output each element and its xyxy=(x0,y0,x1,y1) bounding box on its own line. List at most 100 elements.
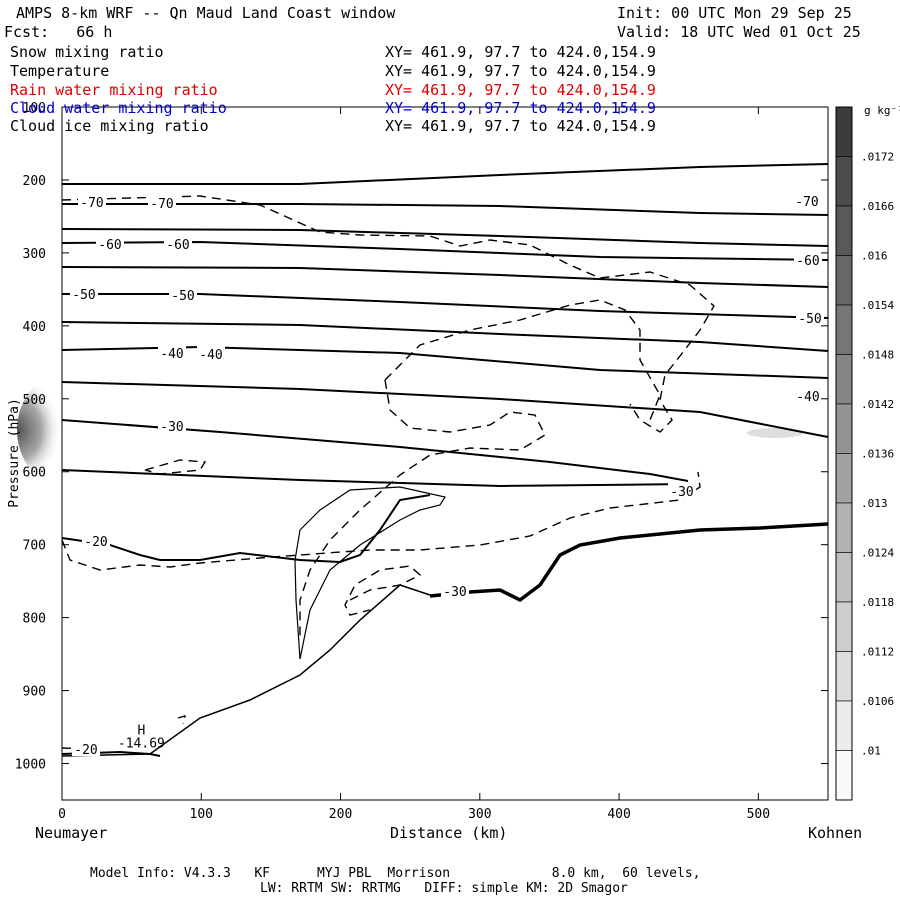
isotherm-label-m70-0: -70 xyxy=(80,196,103,211)
isotherm-label-m40-1-bg xyxy=(197,346,225,361)
isotherm-label-m70-1: -70 xyxy=(150,197,173,212)
y-tick-label: 1000 xyxy=(15,758,46,773)
cloud-ice-contour-0 xyxy=(61,195,715,433)
colorbar-cell-8 xyxy=(835,502,853,553)
colorbar-tick-label: .016 xyxy=(861,250,888,263)
lower-contour-line xyxy=(61,584,431,757)
isotherm-label-m60-0: -60 xyxy=(98,238,121,253)
isotherm-line-2 xyxy=(61,228,829,247)
valid-time: Valid: 18 UTC Wed 01 Oct 25 xyxy=(617,23,861,41)
isotherm-line-4 xyxy=(61,266,829,288)
colorbar-tick-label: .0166 xyxy=(861,200,894,213)
field-name-cloud-ice: Cloud ice mixing ratio xyxy=(10,117,209,135)
colorbar-tick-label: .0154 xyxy=(861,299,894,312)
colorbar-tick-label: .0172 xyxy=(861,151,894,164)
isotherm-line-5 xyxy=(62,293,829,319)
isotherm-label-m20-0-bg xyxy=(82,533,110,548)
colorbar-tick-label: .01 xyxy=(861,745,881,758)
x-tick-label: 0 xyxy=(58,807,66,822)
isotherm-label-m60-1-bg xyxy=(164,236,192,251)
terrain-line xyxy=(429,522,829,603)
y-tick-label: 600 xyxy=(23,466,46,481)
isotherm-label-m20-1-bg xyxy=(72,741,100,756)
y-axis-label: Pressure (hPa) xyxy=(7,398,22,508)
x-tick-label: 100 xyxy=(190,807,213,822)
colorbar-tick-label: .0148 xyxy=(861,349,894,362)
field-xy-rain: XY= 461.9, 97.7 to 424.0,154.9 xyxy=(385,81,656,99)
field-name-rain: Rain water mixing ratio xyxy=(10,81,218,99)
isotherm-label-m30-0: -30 xyxy=(160,420,183,435)
plot-frame xyxy=(61,106,829,801)
cloud-ice-contour-1 xyxy=(384,299,661,421)
field-xy-snow: XY= 461.9, 97.7 to 424.0,154.9 xyxy=(385,43,656,61)
isotherm-label-m70-0-bg xyxy=(78,194,106,209)
x-tick-label: 300 xyxy=(468,807,491,822)
cloud-ice-contour-5 xyxy=(344,565,422,616)
isotherm-label-m70-2: -70 xyxy=(795,195,818,210)
isotherm-line-0 xyxy=(62,163,829,185)
colorbar-tick-label: .0112 xyxy=(861,646,894,659)
colorbar-frame xyxy=(835,106,853,801)
isotherm-label-m50-2-bg xyxy=(796,310,824,325)
cloud-ice-contour-4 xyxy=(144,459,207,475)
colorbar-tick-label: .0106 xyxy=(861,695,894,708)
field-xy-cloud-water: XY= 461.9, 97.7 to 424.0,154.9 xyxy=(385,99,656,117)
colorbar-cell-3 xyxy=(835,255,853,306)
isotherm-label-m30-2: -30 xyxy=(443,585,466,600)
isotherm-label-m60-2: -60 xyxy=(796,254,819,269)
isotherm-label-m50-1: -50 xyxy=(171,289,194,304)
colorbar-cell-10 xyxy=(835,601,853,652)
colorbar-cell-11 xyxy=(835,651,853,702)
isotherm-label-m60-0-bg xyxy=(96,236,124,251)
isotherm-label-m40-2-bg xyxy=(794,388,822,403)
x-tick-label: 400 xyxy=(607,807,630,822)
forecast-hour: Fcst: 66 h xyxy=(4,23,113,41)
cloud-ice-contour-2 xyxy=(299,379,546,640)
left-endpoint-label: Neumayer xyxy=(35,824,108,842)
inner-contour-line xyxy=(294,486,446,660)
isotherm-label-m70-2-bg xyxy=(793,193,821,208)
isotherm-label-m40-1: -40 xyxy=(199,348,222,363)
y-tick-label: 900 xyxy=(23,685,46,700)
isotherm-line-9 xyxy=(61,419,689,482)
colorbar-cell-7 xyxy=(835,453,853,504)
isotherm-label-m60-1: -60 xyxy=(166,238,189,253)
isotherm-label-m50-2: -50 xyxy=(798,312,821,327)
isotherm-label-m40-0-bg xyxy=(158,345,186,360)
colorbar-cell-2 xyxy=(835,205,853,256)
colorbar-tick-label: .0124 xyxy=(861,547,894,560)
x-axis-label: Distance (km) xyxy=(390,824,508,842)
min-annotation-0: H xyxy=(137,723,145,738)
colorbar-tick-label: .0118 xyxy=(861,596,894,609)
isotherm-label-m30-2-bg xyxy=(441,583,469,598)
chart-title: AMPS 8-km WRF -- Qn Maud Land Coast wind… xyxy=(16,4,396,22)
colorbar-cell-0 xyxy=(835,106,853,157)
isotherm-line-7 xyxy=(61,345,829,379)
colorbar-cell-13 xyxy=(835,750,853,801)
field-xy-temperature: XY= 461.9, 97.7 to 424.0,154.9 xyxy=(385,62,656,80)
colorbar-cell-5 xyxy=(835,354,853,405)
x-tick-label: 200 xyxy=(329,807,352,822)
isotherm-label-m50-0: -50 xyxy=(72,288,95,303)
y-tick-label: 300 xyxy=(23,247,46,262)
y-tick-label: 200 xyxy=(23,174,46,189)
field-name-temperature: Temperature xyxy=(10,62,110,80)
colorbar-cell-1 xyxy=(835,156,853,207)
snow-shading-right xyxy=(747,428,803,438)
colorbar-cell-12 xyxy=(835,700,853,751)
y-tick-label: 700 xyxy=(23,539,46,554)
field-name-snow: Snow mixing ratio xyxy=(10,43,164,61)
isotherm-label-m70-1-bg xyxy=(148,195,176,210)
colorbar-unit: g kg⁻¹ xyxy=(864,104,900,117)
colorbar-tick-label: .0136 xyxy=(861,448,894,461)
colorbar-cell-4 xyxy=(835,304,853,355)
isotherm-label-m20-0: -20 xyxy=(84,535,107,550)
colorbar-cell-9 xyxy=(835,552,853,603)
isotherm-line-8 xyxy=(61,381,829,438)
isotherm-label-m50-1-bg xyxy=(169,287,197,302)
min-annotation-1: -14.69 xyxy=(118,736,165,751)
isotherm-line-3 xyxy=(61,240,829,261)
colorbar-tick-label: .0142 xyxy=(861,398,894,411)
y-tick-label: 100 xyxy=(23,101,46,116)
